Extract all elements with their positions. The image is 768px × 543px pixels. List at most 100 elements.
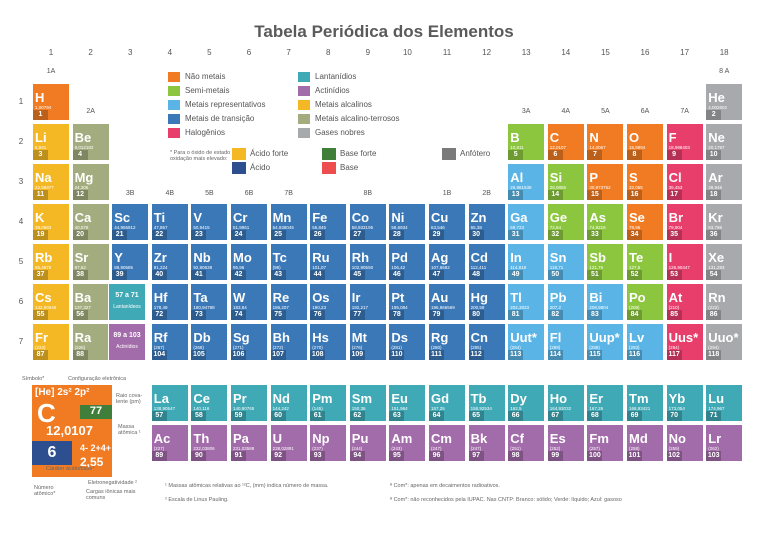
- element-rb[interactable]: Rb 85,4678 37: [32, 243, 70, 281]
- element-y[interactable]: Y 88,90585 39: [111, 243, 150, 281]
- element-uus[interactable]: Uus* (294) 117: [665, 323, 704, 361]
- element-eu[interactable]: Eu 151,964 63: [388, 384, 427, 422]
- element-al[interactable]: Al 26,981538 13: [507, 163, 546, 201]
- element-xe[interactable]: Xe 131,293 54: [705, 243, 744, 281]
- element-cr[interactable]: Cr 51,9961 24: [230, 203, 268, 241]
- element-zr[interactable]: Zr 91,224 40: [150, 243, 189, 281]
- element-o[interactable]: O 15,9994 8: [626, 123, 664, 161]
- element-cf[interactable]: Cf (251) 98: [507, 424, 546, 462]
- element-na[interactable]: Na 22,98977 11: [32, 163, 70, 201]
- element-sr[interactable]: Sr 87,62 38: [71, 243, 110, 281]
- element-si[interactable]: Si 28,0855 14: [546, 163, 585, 201]
- element-p[interactable]: P 30,973762 15: [586, 163, 625, 201]
- element-pu[interactable]: Pu (244) 94: [348, 424, 387, 462]
- element-bi[interactable]: Bi 208,9804 83: [586, 283, 625, 321]
- element-no[interactable]: No (259) 102: [665, 424, 704, 462]
- element-zn[interactable]: Zn 65,38 30: [467, 203, 506, 241]
- element-sb[interactable]: Sb 121,76 51: [586, 243, 625, 281]
- element-br[interactable]: Br 79,904 35: [665, 203, 704, 241]
- element-sg[interactable]: Sg (271) 106: [230, 323, 268, 361]
- element-er[interactable]: Er 167,26 68: [586, 384, 625, 422]
- element-as[interactable]: As 74,9216 33: [586, 203, 625, 241]
- element-ce[interactable]: Ce 140,116 58: [190, 384, 229, 422]
- element-sm[interactable]: Sm 150,36 62: [348, 384, 387, 422]
- element-db[interactable]: Db (268) 105: [190, 323, 229, 361]
- element-sn[interactable]: Sn 118,71 50: [546, 243, 585, 281]
- element-in[interactable]: In 114,818 49: [507, 243, 546, 281]
- element-b[interactable]: B 10,811 5: [507, 123, 546, 161]
- element-cn[interactable]: Cn (285) 112: [467, 323, 506, 361]
- element-mn[interactable]: Mn 54,938045 25: [269, 203, 308, 241]
- element-uut[interactable]: Uut* (284) 113: [507, 323, 546, 361]
- element-dy[interactable]: Dy 162,5 66: [507, 384, 546, 422]
- element-tb[interactable]: Tb 158,92534 65: [467, 384, 506, 422]
- element-kr[interactable]: Kr 83,798 36: [705, 203, 744, 241]
- element-n[interactable]: N 14,0067 7: [586, 123, 625, 161]
- element-v[interactable]: V 50,9415 23: [190, 203, 229, 241]
- element-ra[interactable]: Ra (226) 88: [71, 323, 110, 361]
- element-cs[interactable]: Cs 132,90545 55: [32, 283, 70, 321]
- element-mo[interactable]: Mo 95,96 42: [230, 243, 268, 281]
- element-w[interactable]: W 183,84 74: [230, 283, 268, 321]
- element-ag[interactable]: Ag 107,8682 47: [428, 243, 466, 281]
- element-ni[interactable]: Ni 58,6934 28: [388, 203, 427, 241]
- element-lu[interactable]: Lu 174,967 71: [705, 384, 744, 422]
- element-hs[interactable]: Hs (270) 108: [309, 323, 348, 361]
- element-pa[interactable]: Pa 231,03588 91: [230, 424, 268, 462]
- element-th[interactable]: Th 232,03806 90: [190, 424, 229, 462]
- element-ar[interactable]: Ar 39,948 18: [705, 163, 744, 201]
- element-uup[interactable]: Uup* (288) 115: [586, 323, 625, 361]
- element-ti[interactable]: Ti 47,867 22: [150, 203, 189, 241]
- element-cl[interactable]: Cl 35,453 17: [665, 163, 704, 201]
- element-cm[interactable]: Cm (247) 96: [428, 424, 466, 462]
- element-rn[interactable]: Rn (222) 86: [705, 283, 744, 321]
- element-u[interactable]: U 238,02891 92: [269, 424, 308, 462]
- element-li[interactable]: Li 6,941 3: [32, 123, 70, 161]
- element-cd[interactable]: Cd 112,411 48: [467, 243, 506, 281]
- element-h[interactable]: H 1,00794 1: [32, 83, 70, 121]
- element-pm[interactable]: Pm (145) 61: [309, 384, 348, 422]
- element-mg[interactable]: Mg 24,305 12: [71, 163, 110, 201]
- element-lv[interactable]: Lv (293) 116: [626, 323, 664, 361]
- element-sc[interactable]: Sc 44,955912 21: [111, 203, 150, 241]
- element-ge[interactable]: Ge 72,64 32: [546, 203, 585, 241]
- element-ne[interactable]: Ne 20,1797 10: [705, 123, 744, 161]
- element-fe[interactable]: Fe 55,845 26: [309, 203, 348, 241]
- element-i[interactable]: I 126,90447 53: [665, 243, 704, 281]
- element-ac[interactable]: Ac (227) 89: [150, 424, 189, 462]
- element-lr[interactable]: Lr (262) 103: [705, 424, 744, 462]
- element-hf[interactable]: Hf 178,49 72: [150, 283, 189, 321]
- element-ga[interactable]: Ga 69,723 31: [507, 203, 546, 241]
- element-uuo[interactable]: Uuo* (294) 118: [705, 323, 744, 361]
- element-es[interactable]: Es (252) 99: [546, 424, 585, 462]
- element-rf[interactable]: Rf (267) 104: [150, 323, 189, 361]
- lanthanide-placeholder[interactable]: 57 a 71 Lantanídeos: [108, 283, 146, 321]
- element-re[interactable]: Re 186,207 75: [269, 283, 308, 321]
- element-tm[interactable]: Tm 168,93421 69: [626, 384, 664, 422]
- element-fl[interactable]: Fl (289) 114: [546, 323, 585, 361]
- element-bh[interactable]: Bh (272) 107: [269, 323, 308, 361]
- element-hg[interactable]: Hg 200,59 80: [467, 283, 506, 321]
- element-ho[interactable]: Ho 164,93032 67: [546, 384, 585, 422]
- element-au[interactable]: Au 196,966569 79: [428, 283, 466, 321]
- element-tl[interactable]: Tl 204,3833 81: [507, 283, 546, 321]
- element-be[interactable]: Be 9,012182 4: [71, 123, 110, 161]
- element-os[interactable]: Os 190,23 76: [309, 283, 348, 321]
- element-ru[interactable]: Ru 101,07 44: [309, 243, 348, 281]
- element-cu[interactable]: Cu 63,546 29: [428, 203, 466, 241]
- element-tc[interactable]: Tc (98) 43: [269, 243, 308, 281]
- element-pb[interactable]: Pb 207,2 82: [546, 283, 585, 321]
- actinide-placeholder[interactable]: 89 a 103 Actinídios: [108, 323, 146, 361]
- element-yb[interactable]: Yb 173,054 70: [665, 384, 704, 422]
- element-f[interactable]: F 18,998403 9: [665, 123, 704, 161]
- element-am[interactable]: Am (243) 95: [388, 424, 427, 462]
- element-at[interactable]: At (210) 85: [665, 283, 704, 321]
- element-fr[interactable]: Fr (223) 87: [32, 323, 70, 361]
- element-rg[interactable]: Rg (280) 111: [428, 323, 466, 361]
- element-pd[interactable]: Pd 106,42 46: [388, 243, 427, 281]
- element-c[interactable]: C 12,0107 6: [546, 123, 585, 161]
- element-ds[interactable]: Ds (281) 110: [388, 323, 427, 361]
- element-se[interactable]: Se 78,96 34: [626, 203, 664, 241]
- element-po[interactable]: Po (209) 84: [626, 283, 664, 321]
- element-gd[interactable]: Gd 157,25 64: [428, 384, 466, 422]
